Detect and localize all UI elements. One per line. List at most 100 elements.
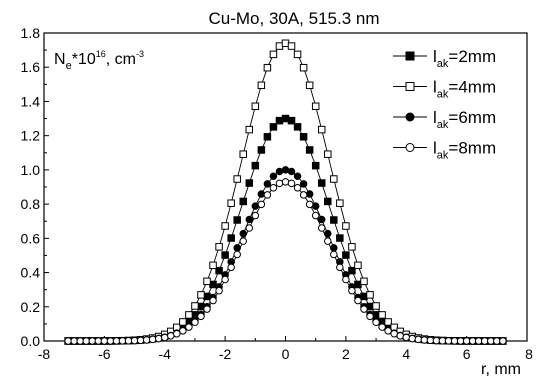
data-point <box>348 286 356 295</box>
data-point <box>203 292 211 301</box>
data-point <box>342 251 350 259</box>
data-point <box>251 202 260 210</box>
y-axis-label-sub: e <box>66 60 72 72</box>
data-point <box>130 336 139 345</box>
data-point <box>324 237 332 245</box>
data-point <box>287 167 296 176</box>
series-3 <box>64 178 507 345</box>
data-point <box>354 296 362 305</box>
data-point <box>112 337 121 345</box>
y-tick-label: 0.4 <box>21 265 41 281</box>
data-point <box>384 318 392 326</box>
data-point <box>275 179 284 188</box>
data-point <box>257 81 266 90</box>
data-point <box>324 150 332 158</box>
data-point <box>245 215 254 224</box>
data-point <box>293 184 302 192</box>
data-point <box>215 243 223 251</box>
y-tick-label: 1.2 <box>21 128 41 144</box>
data-point <box>106 337 115 345</box>
x-tick-label: 4 <box>402 346 410 362</box>
data-point <box>354 261 362 270</box>
x-tick-label: 6 <box>463 346 471 362</box>
data-point <box>396 332 404 340</box>
series-1 <box>64 39 507 345</box>
chart-title: Cu-Mo, 30A, 515.3 nm <box>208 9 379 28</box>
data-point <box>88 337 97 345</box>
y-axis-label: Ne*1016, cm-3 <box>54 49 144 72</box>
data-point <box>263 133 272 141</box>
y-tick-label: 1.8 <box>21 25 41 41</box>
data-point <box>438 336 447 345</box>
data-point <box>372 302 380 310</box>
data-point <box>215 286 223 295</box>
data-point <box>342 275 350 284</box>
data-point <box>360 277 368 286</box>
data-point <box>185 323 193 331</box>
data-point <box>444 337 453 345</box>
data-point <box>251 211 260 220</box>
data-point <box>336 199 344 207</box>
data-point <box>233 175 241 183</box>
y-tick-label: 1.0 <box>21 162 41 178</box>
y-tick-label: 0.0 <box>21 333 41 349</box>
data-point <box>275 167 284 176</box>
data-point <box>263 63 272 72</box>
data-point <box>311 202 320 210</box>
data-point <box>366 291 374 299</box>
data-point <box>191 318 199 327</box>
data-point <box>402 333 410 342</box>
data-point <box>209 296 217 305</box>
y-tick-label: 0.8 <box>21 196 41 212</box>
data-point <box>197 291 205 299</box>
legend-marker <box>405 143 415 152</box>
data-point <box>70 337 78 345</box>
data-point <box>281 114 290 123</box>
data-point <box>348 243 356 251</box>
data-point <box>263 191 272 199</box>
x-tick-label: -8 <box>38 346 51 362</box>
data-point <box>420 336 429 344</box>
data-point <box>305 200 314 209</box>
legend-label: lak=8mm <box>433 139 496 162</box>
data-point <box>191 311 199 319</box>
legend-label: lak=2mm <box>433 47 496 70</box>
x-axis-label: r, mm <box>481 361 521 378</box>
data-point <box>372 311 380 319</box>
data-point <box>275 42 284 50</box>
y-axis-label-mid: *10 <box>72 51 96 68</box>
data-point <box>227 263 235 272</box>
data-point <box>487 337 495 345</box>
y-axis-label-unit: , cm <box>106 51 136 68</box>
x-tick-label: -2 <box>219 346 232 362</box>
data-point <box>227 234 235 242</box>
data-point <box>317 125 326 134</box>
data-point <box>480 337 489 345</box>
data-point <box>342 222 350 230</box>
data-point <box>281 39 290 48</box>
data-point <box>360 292 368 301</box>
data-point <box>293 172 302 181</box>
data-point <box>124 336 133 345</box>
legend-item-1: lak=4mm <box>393 78 496 101</box>
data-point <box>287 42 296 50</box>
data-point <box>336 263 344 272</box>
data-point <box>179 318 187 326</box>
data-point <box>378 323 386 331</box>
legend-item-2: lak=6mm <box>393 108 496 131</box>
data-point <box>366 312 374 321</box>
data-point <box>203 277 211 286</box>
data-point <box>493 337 501 345</box>
data-point <box>305 190 314 198</box>
data-point <box>245 179 254 187</box>
data-point <box>468 337 477 345</box>
data-point <box>281 178 290 186</box>
data-point <box>281 166 290 174</box>
data-point <box>299 133 308 141</box>
data-point <box>148 335 157 344</box>
data-point <box>378 311 386 319</box>
data-point <box>118 337 127 345</box>
x-tick-label: -6 <box>98 346 111 362</box>
data-point <box>408 334 417 343</box>
